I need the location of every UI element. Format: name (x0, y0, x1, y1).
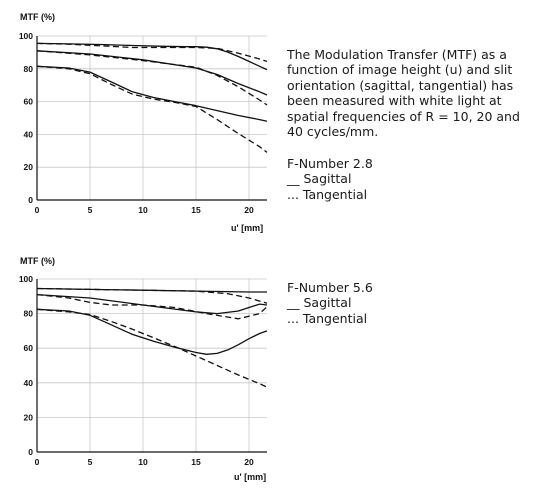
y-tick-label: 40 (24, 129, 34, 139)
series-line-sagittal (36, 50, 268, 96)
series-line-sagittal (36, 42, 268, 71)
legend-title: F-Number 2.8 (287, 156, 373, 171)
series-line-tangential (36, 287, 268, 304)
y-tick-label: 40 (24, 378, 34, 388)
legend-entry-sagittal: __ Sagittal (287, 295, 352, 311)
legend-entry-sagittal: __ Sagittal (287, 171, 352, 187)
legend-entry-tangential: ... Tangential (287, 310, 368, 326)
series-line-sagittal (36, 287, 267, 293)
legend-f28: F-Number 2.8 __ Sagittal ... Tangential (287, 156, 373, 202)
y-tick-label: 20 (24, 412, 34, 422)
mtf-description: The Modulation Transfer (MTF) as a funct… (287, 47, 520, 140)
x-tick-label: 20 (244, 457, 254, 467)
legend-title: F-Number 5.6 (287, 280, 373, 295)
legend-f56: F-Number 5.6 __ Sagittal ... Tangential (287, 280, 373, 326)
y-tick-label: 0 (28, 195, 33, 205)
y-tick-label: 80 (24, 309, 34, 319)
series-line-tangential (36, 65, 268, 153)
chart-f28: 0 20 40 60 80 100 0 5 10 15 20 MTF (%) u' [mm] (19, 12, 268, 233)
y-tick-label: 100 (19, 274, 33, 284)
y-axis-label: MTF (%) (20, 256, 55, 266)
y-axis-label: MTF (%) (20, 12, 55, 22)
y-tick-label: 60 (24, 343, 34, 353)
series-line-sagittal (36, 308, 268, 355)
y-tick-label: 80 (24, 64, 34, 74)
x-tick-label: 0 (35, 205, 40, 215)
x-tick-label: 5 (88, 205, 93, 215)
y-tick-label: 100 (19, 31, 33, 41)
series-line-sagittal (36, 65, 268, 122)
legend-entry-tangential: ... Tangential (287, 186, 368, 202)
x-axis-label: u' [mm] (234, 472, 266, 482)
x-tick-label: 0 (35, 457, 40, 467)
series-line-tangential (36, 42, 268, 63)
x-tick-label: 20 (244, 205, 254, 215)
x-tick-label: 10 (138, 205, 148, 215)
x-tick-label: 10 (138, 457, 148, 467)
series-line-sagittal (36, 293, 268, 315)
series-line-tangential (36, 50, 268, 106)
x-axis-label: u' [mm] (231, 223, 263, 233)
series-line-tangential (36, 308, 268, 388)
y-tick-label: 20 (24, 162, 34, 172)
y-tick-label: 60 (24, 97, 34, 107)
x-tick-label: 15 (191, 205, 201, 215)
chart-f56: 0 20 40 60 80 100 0 5 10 15 20 MTF (%) u' [mm] (19, 256, 268, 482)
series-line-tangential (36, 293, 268, 320)
x-tick-label: 5 (88, 457, 93, 467)
x-tick-label: 15 (191, 457, 201, 467)
y-tick-label: 0 (28, 447, 33, 457)
